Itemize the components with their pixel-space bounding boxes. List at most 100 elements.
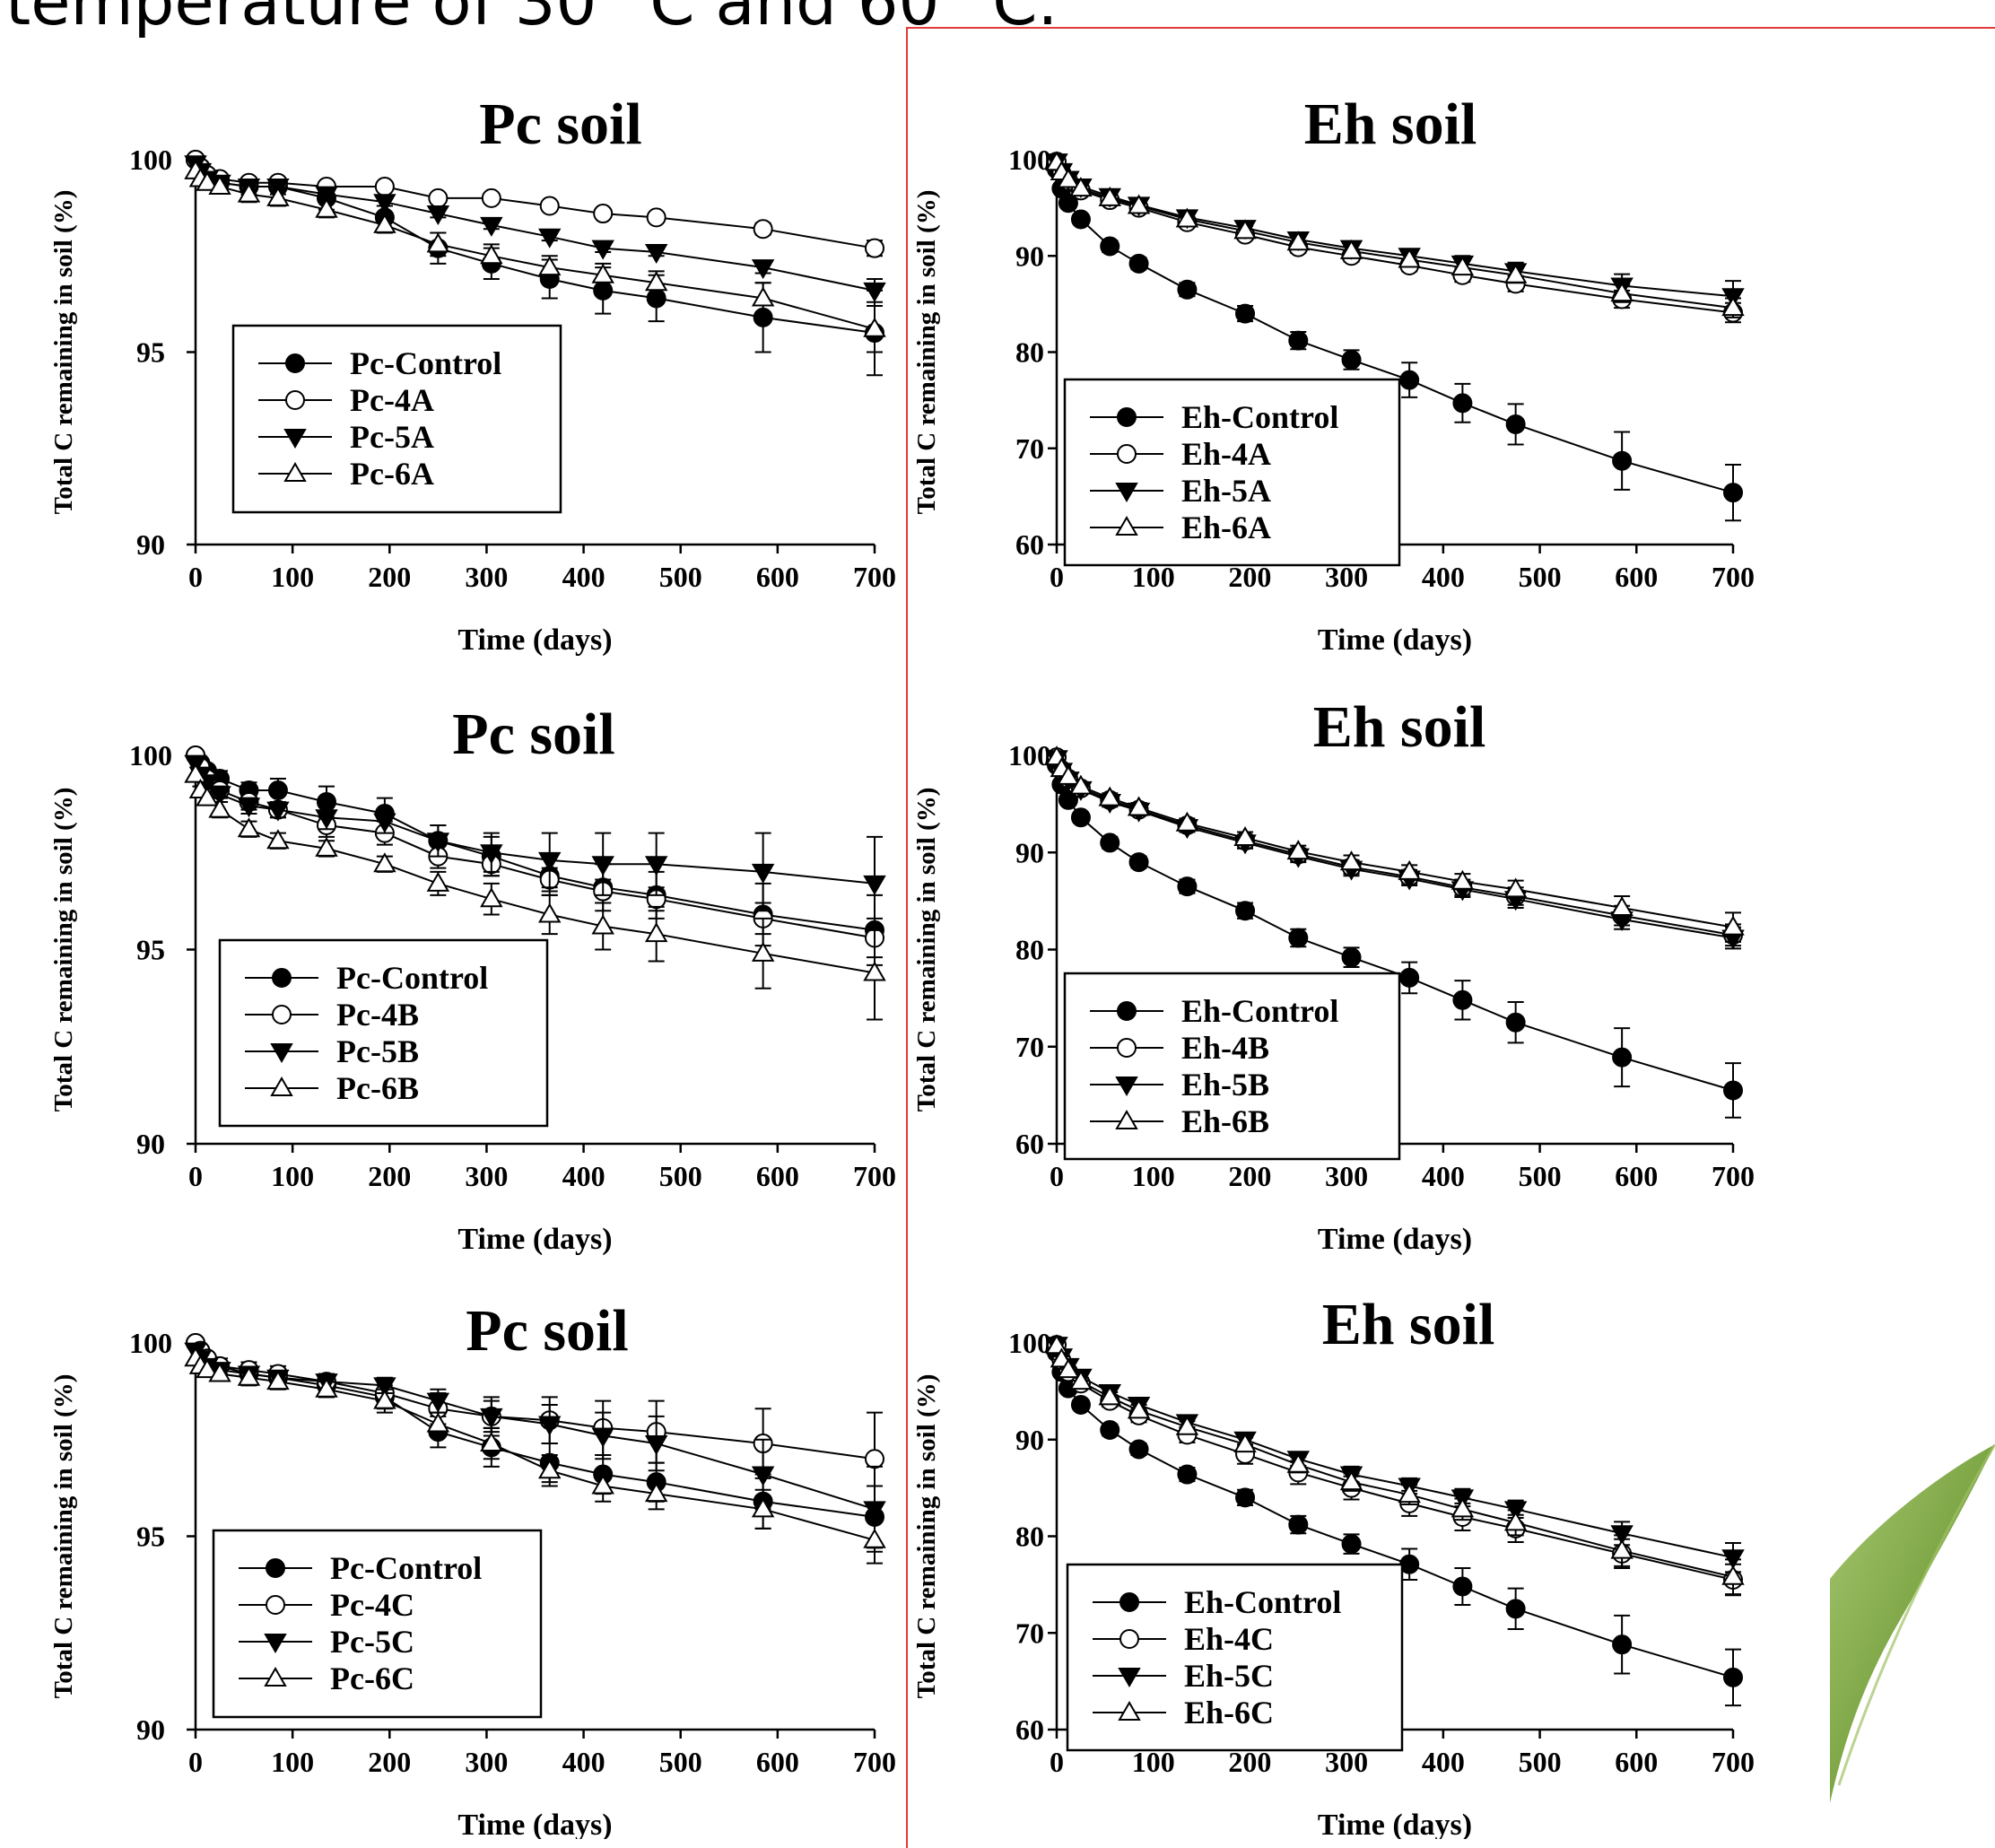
data-point: [426, 1392, 450, 1413]
data-point: [1398, 1483, 1421, 1504]
data-point: [1721, 296, 1745, 317]
data-point: [237, 1365, 261, 1386]
legend-label: Pc-4A: [350, 382, 434, 418]
data-point: [1341, 350, 1362, 370]
data-point: [266, 1370, 290, 1390]
data-point: [267, 780, 288, 800]
x-tick-label: 700: [853, 561, 896, 593]
data-point: [480, 1432, 503, 1452]
series-line: [1056, 1344, 1734, 1581]
legend-marker: [272, 1005, 292, 1024]
y-tick-label: 95: [136, 934, 165, 966]
y-axis-label: Total C remaining in soil (%): [49, 788, 78, 1112]
series-Pc-5A: [184, 155, 886, 303]
data-point: [1610, 1539, 1633, 1559]
y-tick-label: 100: [1008, 739, 1051, 771]
y-tick-label: 100: [129, 144, 172, 176]
legend-label: Pc-Control: [330, 1550, 482, 1586]
data-point: [1288, 330, 1309, 351]
data-point: [373, 194, 396, 214]
data-point: [1069, 177, 1093, 197]
x-tick-label: 0: [1050, 1160, 1064, 1192]
chart-title: Eh soil: [1313, 694, 1486, 760]
data-point: [1098, 786, 1121, 806]
data-point: [1128, 1439, 1149, 1460]
legend-label: Pc-6C: [330, 1661, 414, 1696]
y-tick-label: 90: [136, 528, 165, 561]
series-line: [195, 754, 876, 931]
legend-marker: [283, 462, 307, 482]
y-tick-label: 80: [1015, 1521, 1044, 1553]
x-tick-label: 300: [465, 1160, 508, 1192]
series-Eh-5A: [1045, 153, 1745, 313]
x-tick-label: 400: [562, 1160, 605, 1192]
legend-label: Pc-Control: [350, 345, 501, 381]
x-tick-label: 500: [1519, 1160, 1562, 1192]
x-axis-label: Time (days): [1318, 623, 1472, 657]
series-Eh-4C: [1047, 1335, 1743, 1597]
legend-label: Eh-6C: [1184, 1695, 1274, 1730]
legend-label: Pc-6A: [350, 456, 434, 492]
legend-label: Pc-5C: [330, 1624, 414, 1660]
data-point: [1288, 928, 1309, 948]
legend-marker: [1115, 516, 1138, 536]
data-point: [591, 263, 614, 283]
data-point: [1612, 1047, 1633, 1068]
legend-marker: [1115, 1110, 1138, 1129]
data-point: [644, 1435, 668, 1456]
legend-label: Eh-4A: [1181, 436, 1271, 472]
data-point: [539, 196, 560, 216]
data-point: [373, 852, 396, 873]
legend-marker: [270, 1077, 293, 1096]
data-point: [1057, 1358, 1080, 1379]
data-point: [315, 186, 338, 206]
series-line: [195, 1350, 876, 1511]
data-point: [480, 1408, 503, 1428]
data-point: [1235, 901, 1256, 921]
data-point: [266, 829, 290, 850]
y-tick-label: 90: [136, 1713, 165, 1746]
data-point: [1100, 1419, 1120, 1440]
data-point: [1177, 876, 1198, 897]
x-tick-label: 500: [659, 1160, 702, 1192]
data-point: [373, 213, 396, 233]
y-tick-label: 60: [1015, 1128, 1044, 1160]
legend-label: Eh-Control: [1181, 399, 1338, 435]
series-Eh-4B: [1047, 747, 1743, 947]
data-point: [1610, 895, 1633, 916]
data-point: [373, 813, 396, 833]
data-point: [537, 1416, 562, 1436]
data-point: [1057, 168, 1080, 188]
data-point: [1098, 1385, 1121, 1406]
data-point: [537, 228, 562, 248]
data-point: [1286, 1452, 1311, 1473]
legend-marker: [1117, 1038, 1137, 1058]
legend-marker: [285, 353, 305, 373]
data-point: [208, 786, 231, 806]
series-Pc-Control: [186, 745, 884, 966]
data-point: [865, 238, 884, 258]
legend-label: Eh-6B: [1181, 1103, 1269, 1139]
y-axis-label: Total C remaining in soil (%): [912, 190, 941, 515]
data-point: [1175, 1415, 1199, 1435]
x-tick-label: 700: [853, 1746, 896, 1778]
data-point: [1233, 826, 1257, 847]
data-point: [1341, 947, 1362, 968]
data-point: [1503, 263, 1528, 283]
data-point: [1399, 967, 1420, 988]
data-point: [1723, 1667, 1743, 1687]
data-point: [537, 1459, 562, 1479]
legend-marker: [1117, 1001, 1137, 1021]
data-point: [1451, 869, 1475, 890]
data-point: [753, 219, 773, 240]
data-point: [591, 856, 614, 876]
data-point: [1452, 393, 1473, 414]
data-point: [591, 914, 614, 935]
legend-label: Eh-5C: [1184, 1658, 1274, 1694]
x-tick-label: 700: [1712, 1160, 1755, 1192]
x-tick-label: 400: [1422, 561, 1465, 593]
chart-title: Pc soil: [479, 92, 641, 157]
data-point: [315, 836, 338, 857]
data-point: [591, 1427, 614, 1448]
x-tick-label: 0: [1050, 561, 1064, 593]
